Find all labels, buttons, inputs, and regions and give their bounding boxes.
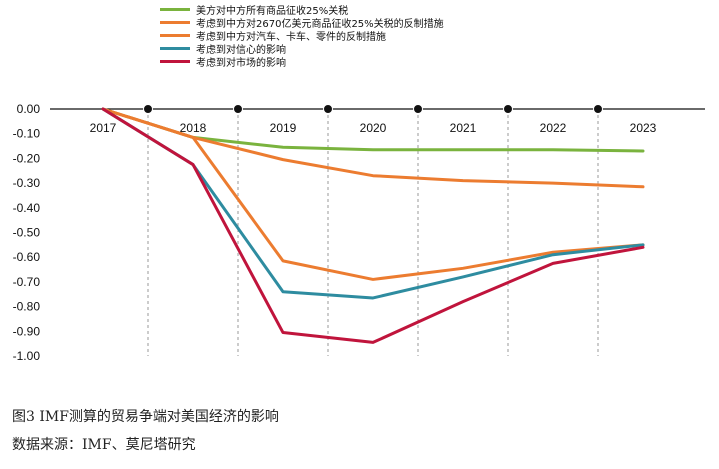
legend-swatch [160, 47, 190, 50]
x-tick-label: 2020 [360, 121, 387, 135]
legend-label: 美方对中方所有商品征收25%关税 [196, 6, 349, 17]
x-tick-label: 2022 [540, 121, 567, 135]
figure-caption: 图3 IMF测算的贸易争端对美国经济的影响 [12, 409, 279, 425]
series-line [101, 107, 645, 344]
legend-swatch [160, 60, 190, 63]
y-tick-label: -0.20 [13, 151, 41, 165]
legend-swatch [160, 21, 190, 24]
legend-label: 考虑到中方对2670亿美元商品征收25%关税的反制措施 [196, 19, 444, 30]
source-note: 数据来源：IMF、莫尼塔研究 [12, 437, 196, 453]
y-tick-label: -0.10 [13, 127, 41, 141]
y-tick-label: -0.70 [13, 275, 41, 289]
x-tick-label: 2019 [270, 121, 297, 135]
chart-legend: 美方对中方所有商品征收25%关税 考虑到中方对2670亿美元商品征收25%关税的… [160, 3, 444, 69]
y-tick-label: 0.00 [17, 102, 41, 116]
axis-marker [323, 104, 333, 114]
axis-marker [413, 104, 423, 114]
x-tick-label: 2018 [180, 121, 207, 135]
axis-marker [593, 104, 603, 114]
x-tick-label: 2017 [90, 121, 117, 135]
y-tick-label: -0.40 [13, 201, 41, 215]
legend-item: 考虑到中方对汽车、卡车、零件的反制措施 [160, 29, 444, 43]
legend-item: 考虑到对市场的影响 [160, 55, 444, 69]
legend-item: 考虑到对信心的影响 [160, 42, 444, 56]
axis-marker [143, 104, 153, 114]
y-tick-label: -0.60 [13, 250, 41, 264]
legend-item: 美方对中方所有商品征收25%关税 [160, 3, 444, 17]
y-tick-label: -0.80 [13, 300, 41, 314]
axis-marker [503, 104, 513, 114]
legend-label: 考虑到对市场的影响 [196, 58, 286, 69]
legend-swatch [160, 34, 190, 37]
legend-label: 考虑到中方对汽车、卡车、零件的反制措施 [196, 32, 386, 43]
x-tick-label: 2023 [630, 121, 657, 135]
axis-marker [233, 104, 243, 114]
y-tick-label: -1.00 [13, 349, 41, 363]
line-chart: 0.00 -0.10 -0.20 -0.30 -0.40 -0.50 -0.60 -0.70 -… [13, 102, 705, 363]
legend-label: 考虑到对信心的影响 [196, 45, 286, 56]
series-line [101, 107, 645, 300]
y-tick-label: -0.50 [13, 226, 41, 240]
series-line [101, 107, 645, 281]
legend-swatch [160, 8, 190, 11]
legend-item: 考虑到中方对2670亿美元商品征收25%关税的反制措施 [160, 16, 444, 30]
y-tick-label: -0.30 [13, 176, 41, 190]
x-tick-label: 2021 [450, 121, 477, 135]
y-tick-label: -0.90 [13, 324, 41, 338]
